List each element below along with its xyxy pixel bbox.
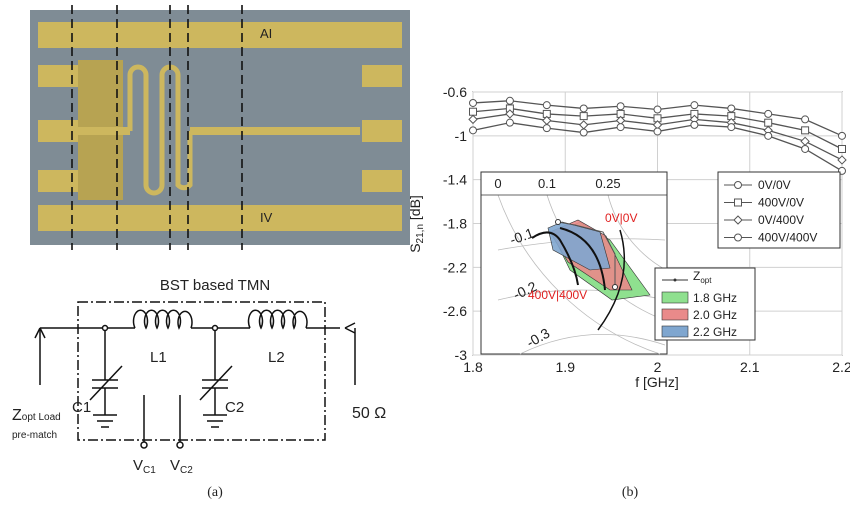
circuit-title: BST based TMN (160, 277, 270, 294)
vc1-main: V (133, 457, 143, 474)
marker (734, 233, 742, 242)
vc2-label: VC2 (170, 457, 193, 476)
load-label: 50 Ω (352, 405, 386, 422)
marker (579, 104, 588, 113)
legend-label: 400V/0V (758, 196, 804, 210)
inset-tick: 0.1 (538, 176, 556, 191)
legend-label: 2.2 GHz (693, 325, 737, 339)
legend-label: Zopt (693, 269, 712, 285)
capacitor-label: C2 (225, 399, 244, 416)
marker (764, 118, 773, 127)
marker (801, 126, 810, 135)
y-axis-label: S21,n [dB] (407, 195, 426, 253)
marker (727, 104, 736, 113)
vc2-main: V (170, 457, 180, 474)
marker (838, 144, 846, 153)
x-tick-label: 1.9 (556, 359, 576, 375)
legend-swatch (661, 325, 689, 338)
legend-swatch (661, 291, 689, 304)
marker (616, 102, 625, 111)
circuit (34, 301, 356, 449)
source-main: Z (12, 407, 22, 424)
y-tick-label: -2.6 (443, 303, 467, 319)
vc2-sub: C2 (180, 465, 193, 476)
marker (505, 109, 515, 119)
y-label-main: S (407, 243, 423, 252)
photo-label: IV (260, 210, 273, 225)
marker (837, 155, 847, 165)
marker (542, 124, 551, 133)
legend-label: 1.8 GHz (693, 291, 737, 305)
inset-tick: 0.25 (595, 176, 620, 191)
y-label-unit: [dB] (407, 195, 423, 224)
marker (542, 101, 551, 110)
y-tick-label: -1 (455, 128, 468, 144)
marker (469, 98, 477, 107)
marker (733, 215, 743, 225)
marker (653, 127, 662, 136)
x-tick-label: 1.8 (463, 359, 483, 375)
inductor-label: L1 (150, 349, 167, 366)
state-label: 400V|400V (528, 288, 587, 302)
marker (734, 181, 742, 189)
x-tick-label: 2.1 (740, 359, 760, 375)
marker (801, 144, 810, 153)
marker (764, 109, 773, 118)
caption: (b) (622, 485, 639, 500)
vc1-sub: C1 (143, 465, 156, 476)
legend-swatch (661, 308, 689, 321)
photo-label: AI (260, 26, 272, 41)
marker (734, 198, 742, 207)
zopt-sub: opt (700, 276, 712, 285)
device-photo: AI IV (30, 5, 410, 250)
marker (764, 131, 773, 140)
inset: 0 0.1 0.25 -0.1 -0.2 -0.3 0V|0V 400V|400… (480, 171, 756, 355)
inset-legend: 1.8 GHz 2.0 GHz 2.2 GHz (661, 291, 737, 339)
marker (690, 101, 699, 110)
marker (505, 118, 514, 127)
marker (505, 96, 514, 105)
caption: (a) (207, 485, 223, 500)
inductor-label: L2 (268, 349, 285, 366)
marker (838, 131, 846, 140)
state-label: 0V|0V (605, 211, 637, 225)
y-tick-label: -3 (455, 347, 468, 363)
capacitor-label: C1 (72, 399, 91, 416)
zopt-main: Z (693, 269, 700, 283)
y-tick-label: -0.6 (443, 84, 467, 100)
marker (579, 128, 588, 137)
inset-tick: 0 (494, 176, 501, 191)
marker (690, 120, 699, 129)
legend-label: 0V/400V (758, 213, 804, 227)
marker (616, 123, 625, 132)
x-axis-label: f [GHz] (635, 374, 679, 390)
marker (469, 107, 477, 116)
marker (469, 126, 477, 135)
marker (653, 105, 662, 114)
marker (727, 123, 736, 132)
source-sub: opt Load (22, 412, 61, 423)
marker (801, 115, 810, 124)
marker (579, 112, 588, 121)
y-tick-label: -2.2 (443, 259, 467, 275)
legend-label: 2.0 GHz (693, 308, 737, 322)
marker (468, 114, 478, 125)
source-note: pre-match (12, 430, 57, 441)
x-tick-label: 2 (654, 359, 662, 375)
inset-arc-label: -0.1 (508, 224, 536, 247)
source-label: Zopt Load (12, 407, 61, 424)
vc1-label: VC1 (133, 457, 156, 476)
y-tick-label: -1.8 (443, 216, 467, 232)
y-label-sub: 21,n (415, 224, 426, 243)
x-tick-label: 2.2 (832, 359, 850, 375)
legend-label: 400V/400V (758, 231, 817, 245)
y-tick-label: -1.4 (443, 172, 467, 188)
legend-label: 0V/0V (758, 178, 791, 192)
